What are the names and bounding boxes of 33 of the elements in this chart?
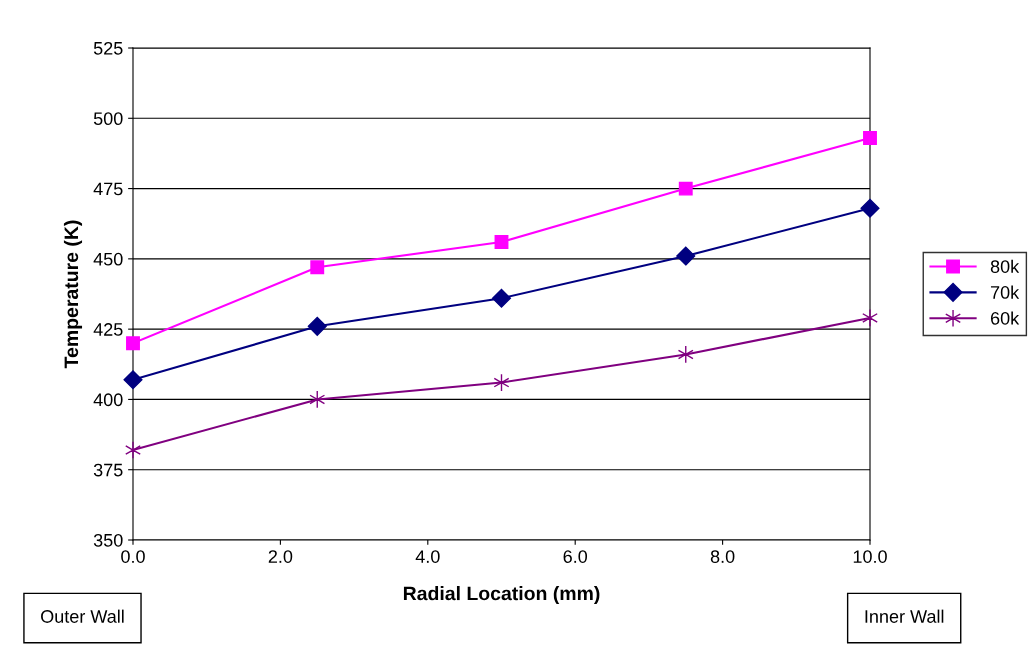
y-tick-label: 425 bbox=[93, 323, 123, 336]
x-tick-label: 6.0 bbox=[563, 550, 588, 563]
legend-label: 60k bbox=[990, 311, 1020, 325]
point bbox=[860, 198, 880, 218]
point bbox=[863, 131, 877, 145]
point bbox=[491, 288, 512, 308]
point bbox=[126, 336, 140, 351]
text: Inner Wall bbox=[865, 609, 944, 623]
y-axis-title: Temperature (K) bbox=[63, 220, 83, 369]
x-axis-title: Radial Location (mm) bbox=[403, 586, 600, 605]
x-tick-label: 4.0 bbox=[415, 550, 440, 563]
x-tick-label: 2.0 bbox=[268, 550, 293, 563]
x-tick-label: 0.0 bbox=[121, 550, 145, 563]
y-tick-label: 475 bbox=[93, 182, 123, 196]
x-tick-label: 10.0 bbox=[853, 550, 887, 563]
point bbox=[125, 441, 141, 460]
y-tick-label: 400 bbox=[93, 393, 123, 407]
legend-label: 80k bbox=[990, 259, 1020, 273]
y-tick-label: 350 bbox=[93, 533, 123, 547]
text: Outer Wall bbox=[41, 609, 124, 623]
point bbox=[123, 370, 143, 390]
point bbox=[494, 235, 509, 249]
point bbox=[310, 260, 325, 275]
point bbox=[307, 316, 327, 336]
y-tick-label: 525 bbox=[93, 41, 123, 55]
y-tick-label: 450 bbox=[93, 252, 123, 266]
point bbox=[862, 308, 878, 327]
y-tick-label: 500 bbox=[93, 112, 123, 126]
point bbox=[676, 246, 696, 266]
point bbox=[678, 181, 693, 196]
y-tick-label: 375 bbox=[93, 463, 123, 477]
legend-label: 70k bbox=[990, 285, 1020, 299]
x-tick-label: 8.0 bbox=[710, 550, 735, 563]
